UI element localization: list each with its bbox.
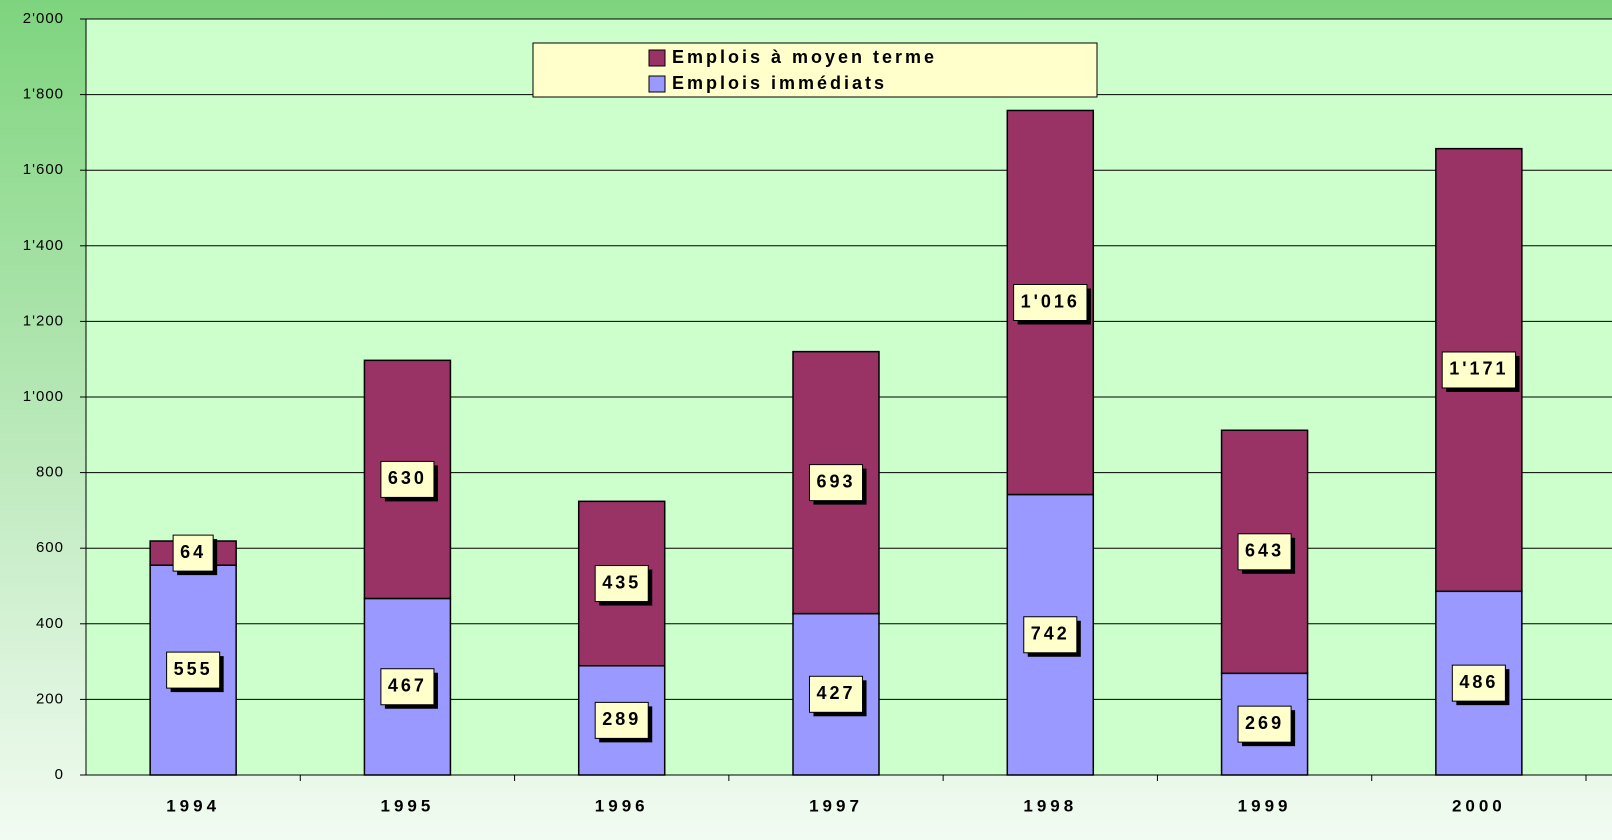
data-label-box (594, 701, 649, 739)
y-tick-label: 200 (36, 690, 64, 707)
data-label: 289 (602, 709, 641, 729)
x-tick-label: 1998 (1023, 796, 1077, 815)
data-label: 269 (1245, 713, 1284, 733)
data-label-box (1013, 284, 1088, 321)
data-label: 467 (388, 675, 427, 695)
data-label: 1'016 (1021, 291, 1080, 311)
legend-label: Emplois immédiats (672, 73, 887, 93)
x-tick-label: 1995 (381, 796, 435, 815)
data-label: 1'171 (1449, 359, 1508, 379)
data-label-box (1237, 705, 1292, 743)
data-label: 643 (1245, 541, 1284, 561)
legend-swatch (648, 75, 666, 93)
data-label-box (1237, 533, 1292, 571)
x-tick-label: 1994 (166, 796, 220, 815)
data-label-box (166, 651, 221, 689)
data-label: 693 (816, 471, 855, 491)
y-tick-label: 800 (36, 464, 64, 481)
data-label-box (380, 668, 435, 706)
data-label: 742 (1031, 624, 1070, 644)
data-label-box (1441, 351, 1517, 389)
y-tick-label: 600 (36, 539, 64, 556)
data-label: 427 (816, 683, 855, 703)
y-tick-label: 0 (55, 766, 64, 783)
data-label: 555 (174, 659, 213, 679)
data-label: 64 (180, 542, 206, 562)
x-tick-label: 1996 (595, 796, 649, 815)
legend-label: Emplois à moyen terme (672, 47, 937, 67)
data-label-box (172, 534, 214, 572)
x-tick-label: 2000 (1452, 796, 1506, 815)
legend (532, 42, 1098, 98)
data-label: 435 (602, 572, 641, 592)
data-label-box (1023, 616, 1078, 654)
data-label-box (594, 565, 649, 603)
y-tick-label: 2'000 (23, 10, 64, 27)
x-tick-label: 1997 (809, 796, 863, 815)
y-tick-label: 1'600 (23, 161, 64, 178)
data-label-box (380, 460, 435, 498)
data-label-box (808, 464, 864, 502)
data-label-box (1451, 664, 1506, 702)
data-label: 630 (388, 468, 427, 488)
y-tick-label: 1'800 (23, 86, 64, 103)
data-label-box (808, 675, 864, 713)
y-tick-label: 1'400 (23, 237, 64, 254)
data-label: 486 (1459, 672, 1498, 692)
y-tick-label: 1'000 (23, 388, 64, 405)
legend-swatch (648, 49, 666, 67)
x-tick-label: 1999 (1238, 796, 1292, 815)
y-tick-label: 400 (36, 615, 64, 632)
y-tick-label: 1'200 (23, 312, 64, 329)
